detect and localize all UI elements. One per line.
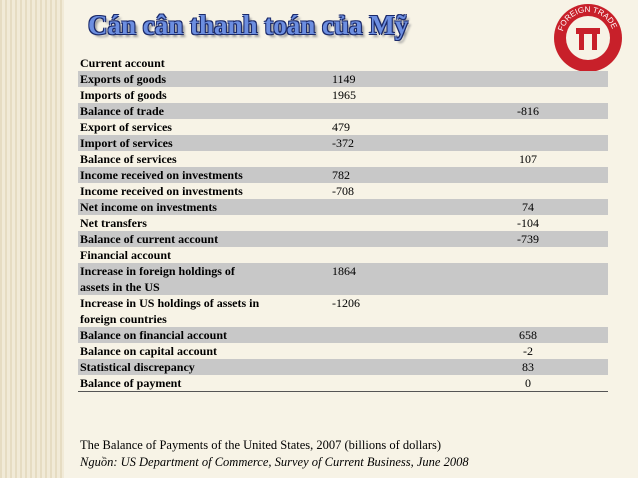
table-row: Balance on financial account 658 xyxy=(78,327,608,343)
table-row: Balance of payment 0 xyxy=(78,375,608,391)
table-row: Exports of goods 1149 xyxy=(78,71,608,87)
value-cell: 1149 xyxy=(332,72,356,86)
source: Nguồn: US Department of Commerce, Survey… xyxy=(80,455,469,469)
row-label: Current account xyxy=(80,56,165,70)
value-cell: -372 xyxy=(332,136,354,150)
caption: The Balance of Payments of the United St… xyxy=(80,438,442,452)
balance-cell: 658 xyxy=(519,328,537,342)
table-row: Import of services -372 xyxy=(78,135,608,151)
table: Current account Exports of goods 1149 Impor… xyxy=(78,55,608,392)
balance-cell: -2 xyxy=(523,344,533,358)
row-label: Increase in US holdings of assets in for… xyxy=(80,296,260,326)
value-cell: 1864 xyxy=(332,264,356,278)
row-label: Financial account xyxy=(80,248,172,262)
row-label: Income received on investments xyxy=(80,184,243,198)
table-row: Increase in US holdings of assets in for… xyxy=(78,295,608,327)
row-label: Exports of goods xyxy=(80,72,167,86)
row-label: Balance of current account xyxy=(80,232,219,246)
table-row: Balance on capital account -2 xyxy=(78,343,608,359)
table-row: Imports of goods 1965 xyxy=(78,87,608,103)
balance-cell: 107 xyxy=(519,152,537,166)
logo-leg xyxy=(579,34,584,50)
value-cell: 479 xyxy=(332,120,350,134)
table-row: Balance of current account -739 xyxy=(78,231,608,247)
logo-bar xyxy=(576,28,600,34)
value-cell: 782 xyxy=(332,168,350,182)
row-label: Increase in foreign holdings of assets i… xyxy=(80,264,235,294)
balance-cell: 74 xyxy=(522,200,534,214)
table-row: Net transfers -104 xyxy=(78,215,608,231)
row-label: Balance on capital account xyxy=(80,344,217,358)
row-label: Statistical discrepancy xyxy=(80,360,195,374)
table-row: Balance of trade -816 xyxy=(78,103,608,119)
row-label: Income received on investments xyxy=(80,168,243,182)
table-row: Export of services 479 xyxy=(78,119,608,135)
row-label: Balance of payment xyxy=(80,376,182,390)
balance-cell: -104 xyxy=(517,216,539,230)
logo: FOREIGN TRADE xyxy=(554,4,622,72)
table-row: Net income on investments 74 xyxy=(78,199,608,215)
table-row: Statistical discrepancy 83 xyxy=(78,359,608,375)
row-label: Balance of trade xyxy=(80,104,164,118)
table-row: Increase in foreign holdings of assets i… xyxy=(78,263,608,295)
balance-cell: 83 xyxy=(522,360,534,374)
balance-cell: -739 xyxy=(517,232,539,246)
slide-title: Cán cân thanh toán của Mỹ xyxy=(88,10,409,40)
value-cell: 1965 xyxy=(332,88,356,102)
row-label: Balance of services xyxy=(80,152,177,166)
row-label: Import of services xyxy=(80,136,173,150)
logo-leg xyxy=(592,34,597,50)
row-label: Net transfers xyxy=(80,216,147,230)
row-label: Imports of goods xyxy=(80,88,167,102)
table-row: Income received on investments 782 xyxy=(78,167,608,183)
logo-inner xyxy=(566,16,610,60)
table-row: Financial account xyxy=(78,247,608,263)
side-decoration xyxy=(0,0,64,478)
value-cell: -708 xyxy=(332,184,354,198)
row-label: Net income on investments xyxy=(80,200,217,214)
balance-cell: -816 xyxy=(517,104,539,118)
table-row: Current account xyxy=(78,55,608,71)
row-label: Export of services xyxy=(80,120,172,134)
balance-cell: 0 xyxy=(525,376,531,390)
table-row: Balance of services 107 xyxy=(78,151,608,167)
table-row: Income received on investments -708 xyxy=(78,183,608,199)
row-label: Balance on financial account xyxy=(80,328,228,342)
value-cell: -1206 xyxy=(332,296,360,310)
